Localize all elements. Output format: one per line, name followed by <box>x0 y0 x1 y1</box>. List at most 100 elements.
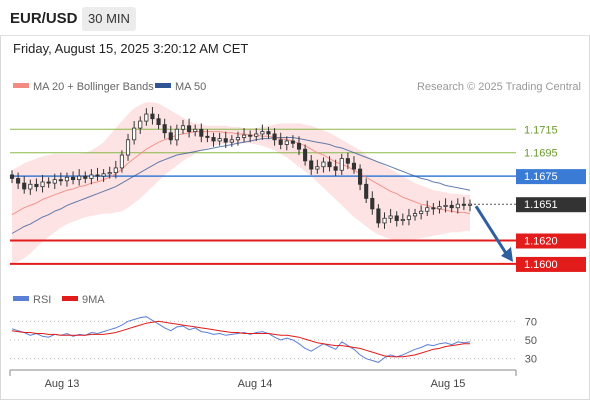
pivot-level-tag <box>516 169 586 185</box>
x-tick-label: Aug 15 <box>431 378 466 390</box>
candle-body <box>437 206 442 210</box>
candle-body <box>309 160 314 170</box>
candle-body <box>266 131 271 135</box>
candle-body <box>174 128 179 141</box>
candle-body <box>150 113 155 120</box>
ma20-line <box>11 131 471 216</box>
candle-body <box>241 134 247 138</box>
candle-body <box>113 167 118 173</box>
rsi-tick-label: 50 <box>525 335 537 347</box>
rsi-tick-label: 30 <box>525 354 537 366</box>
candle-body <box>95 174 100 177</box>
candle-body <box>315 166 320 170</box>
resistance-level-label: 1.1695 <box>524 148 558 160</box>
candle-body <box>303 148 308 162</box>
candle-body <box>34 183 39 188</box>
last-price-label: 1.1651 <box>524 199 558 211</box>
candle-body <box>156 118 161 125</box>
rsi-line <box>11 316 471 363</box>
candle-body <box>449 204 454 209</box>
candle-body <box>235 137 241 141</box>
candle-body <box>248 134 253 137</box>
candle-body <box>406 215 411 220</box>
candle-body <box>467 203 473 206</box>
candle-body <box>119 154 124 169</box>
candle-body <box>358 168 363 185</box>
candle-body <box>193 128 198 133</box>
candle-body <box>162 124 167 134</box>
candle-body <box>138 120 143 129</box>
ma50-line <box>11 137 471 234</box>
candle-body <box>71 176 76 181</box>
candle-body <box>58 179 63 182</box>
candle-body <box>64 176 70 182</box>
rsi-tick-label: 70 <box>525 316 537 328</box>
candle-body <box>125 139 131 156</box>
timeframe-button[interactable]: 30 MIN <box>82 7 136 31</box>
candle-body <box>9 174 15 179</box>
chart-header: EUR/USD 30 MIN <box>0 0 590 36</box>
x-tick-label: Aug 13 <box>45 378 80 390</box>
candle-body <box>412 213 418 217</box>
candle-body <box>144 113 149 122</box>
candle-body <box>388 215 393 219</box>
candle-body <box>52 179 57 184</box>
candle-body <box>425 207 430 212</box>
candle-body <box>284 140 289 145</box>
pivot-level-label: 1.1675 <box>524 171 558 183</box>
candle-body <box>327 161 332 168</box>
support-level-tag <box>516 233 586 249</box>
candle-body <box>132 127 137 141</box>
timestamp-text: Friday, August 15, 2025 3:20:12 AM CET <box>13 41 249 56</box>
candle-body <box>345 158 350 164</box>
ma50-legend-label: MA 50 <box>175 81 206 93</box>
ma20-legend-swatch <box>13 83 29 88</box>
candle-body <box>89 174 94 179</box>
last-price-tag <box>516 197 586 213</box>
rsi-ma-line <box>11 320 470 358</box>
candle-body <box>376 208 381 224</box>
candle-body <box>223 138 228 143</box>
candle-body <box>211 137 216 142</box>
candle-body <box>83 175 88 179</box>
candle-body <box>260 131 265 135</box>
candle-body <box>77 175 82 181</box>
candle-body <box>107 172 112 175</box>
candle-body <box>199 128 204 137</box>
candle-body <box>40 181 45 188</box>
support-level-label: 1.1620 <box>524 236 558 248</box>
candle-body <box>394 215 399 222</box>
candle-body <box>400 219 405 222</box>
candle-body <box>443 204 448 207</box>
candle-body <box>339 158 344 171</box>
candle-body <box>168 132 173 141</box>
candle-body <box>431 207 436 210</box>
candle-body <box>217 138 222 142</box>
candle-body <box>333 166 338 171</box>
candle-body <box>321 161 326 168</box>
candle-body <box>101 173 106 177</box>
candle-body <box>46 181 51 184</box>
credit-text: Research © 2025 Trading Central <box>417 81 581 93</box>
candle-body <box>351 162 357 170</box>
candle-body <box>290 140 295 144</box>
resistance-level-label: 1.1715 <box>524 124 558 136</box>
candle-body <box>370 197 375 210</box>
x-tick-label: Aug 14 <box>238 378 273 390</box>
support-level-label: 1.1600 <box>524 259 558 271</box>
candle-body <box>455 203 460 209</box>
candle-body <box>278 139 283 145</box>
candle-body <box>205 135 210 138</box>
candle-body <box>419 210 424 214</box>
candle-body <box>296 142 302 150</box>
rsi-ma-legend-swatch <box>62 296 78 301</box>
candle-body <box>461 203 466 206</box>
candle-body <box>382 217 387 224</box>
symbol-title: EUR/USD <box>10 10 78 27</box>
candle-body <box>22 182 27 190</box>
candle-body <box>254 133 259 137</box>
ma20-legend-label: MA 20 + Bollinger Bands <box>33 81 154 93</box>
projection-arrow-head <box>501 246 513 262</box>
candle-body <box>180 125 186 130</box>
